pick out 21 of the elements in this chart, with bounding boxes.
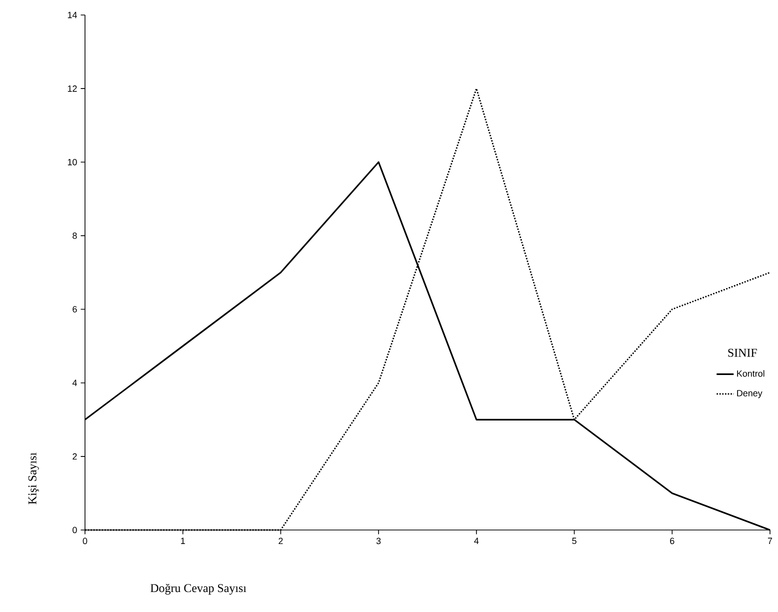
- y-tick-label: 10: [68, 158, 77, 166]
- x-tick-label: 4: [474, 538, 479, 544]
- x-tick-label: 0: [82, 538, 88, 544]
- legend-label: Deney: [737, 390, 762, 398]
- y-tick-label: 14: [68, 12, 77, 18]
- x-tick-label: 3: [376, 538, 381, 544]
- x-tick-label: 7: [768, 538, 772, 544]
- legend-title: SINIF: [728, 348, 757, 357]
- y-axis-title: Kişi Sayısı: [28, 452, 39, 504]
- x-tick-label: 5: [572, 538, 576, 544]
- y-tick-label: 12: [68, 85, 77, 92]
- x-tick-label: 6: [670, 538, 674, 544]
- y-tick-label: 4: [72, 380, 77, 386]
- y-tick-label: 6: [72, 306, 77, 312]
- y-tick-label: 2: [72, 453, 77, 460]
- legend-label: Kontrol: [737, 370, 764, 377]
- y-tick-label: 8: [72, 232, 77, 239]
- x-axis-title: Doğru Cevap Sayısı: [150, 584, 246, 595]
- x-tick-label: 1: [181, 538, 185, 544]
- x-tick-label: 2: [278, 538, 283, 544]
- y-tick-label: 0: [72, 526, 77, 534]
